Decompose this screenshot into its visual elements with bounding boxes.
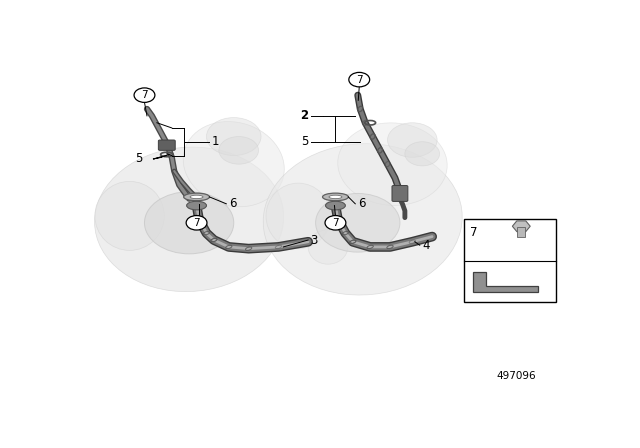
Text: 7: 7	[141, 90, 148, 100]
Ellipse shape	[184, 193, 209, 201]
FancyBboxPatch shape	[465, 220, 556, 302]
Circle shape	[388, 123, 437, 157]
Text: 7: 7	[332, 218, 339, 228]
FancyBboxPatch shape	[517, 227, 525, 237]
Text: 5: 5	[135, 152, 143, 165]
Ellipse shape	[338, 123, 447, 206]
Text: 6: 6	[358, 197, 365, 210]
Ellipse shape	[190, 195, 203, 198]
Circle shape	[316, 194, 400, 252]
Circle shape	[405, 142, 440, 166]
Ellipse shape	[308, 230, 348, 264]
Text: 2: 2	[300, 109, 308, 122]
Text: 7: 7	[356, 75, 363, 85]
Ellipse shape	[95, 147, 284, 292]
Ellipse shape	[326, 201, 346, 210]
Ellipse shape	[323, 193, 348, 201]
Text: 3: 3	[310, 233, 318, 246]
Circle shape	[207, 117, 261, 155]
Text: 7: 7	[470, 225, 478, 238]
Text: 5: 5	[301, 135, 308, 148]
Ellipse shape	[95, 181, 164, 250]
Circle shape	[134, 88, 155, 103]
Circle shape	[145, 192, 234, 254]
Ellipse shape	[183, 121, 284, 207]
FancyBboxPatch shape	[158, 140, 175, 151]
Circle shape	[186, 215, 207, 230]
Ellipse shape	[263, 144, 462, 295]
Text: 7: 7	[193, 218, 200, 228]
Ellipse shape	[266, 183, 330, 249]
Circle shape	[325, 215, 346, 230]
Text: 6: 6	[229, 197, 236, 210]
Circle shape	[219, 137, 259, 164]
FancyBboxPatch shape	[392, 185, 408, 202]
Ellipse shape	[187, 201, 207, 210]
Polygon shape	[474, 272, 538, 293]
Circle shape	[349, 73, 370, 87]
Text: 497096: 497096	[497, 371, 536, 382]
Text: 1: 1	[211, 135, 219, 148]
Text: 4: 4	[422, 239, 429, 252]
Ellipse shape	[329, 195, 342, 198]
